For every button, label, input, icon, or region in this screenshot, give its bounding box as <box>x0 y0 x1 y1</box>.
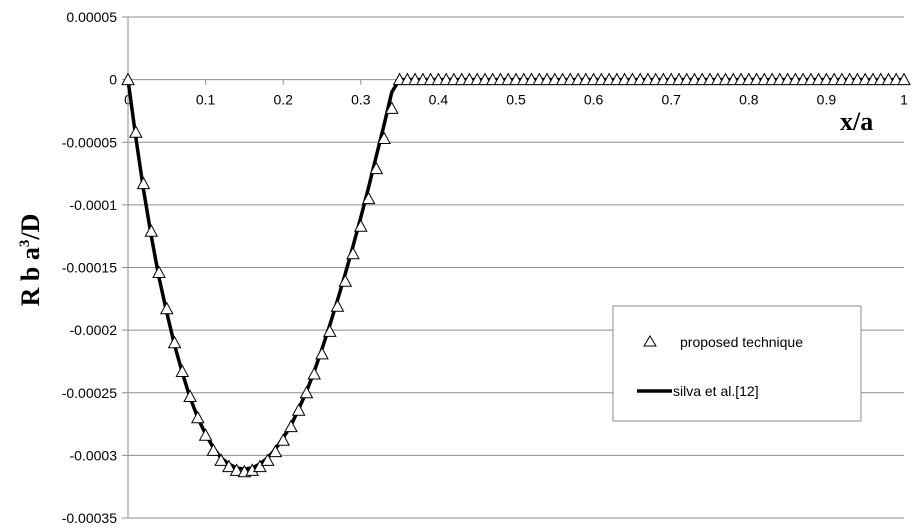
triangle-marker <box>330 299 345 312</box>
x-tick-label: 0.4 <box>429 92 449 108</box>
y-tick-label: -0.00025 <box>62 385 117 401</box>
triangle-marker <box>144 224 159 237</box>
triangle-marker <box>167 335 182 349</box>
x-tick-label: 0.6 <box>584 92 604 108</box>
x-tick-label: 1 <box>900 92 908 108</box>
triangle-marker <box>214 453 228 466</box>
triangle-marker <box>353 219 368 232</box>
legend-box <box>612 305 862 422</box>
y-axis-title: R b a3/D <box>16 214 45 307</box>
x-tick-label: 0.7 <box>661 92 681 108</box>
line-silva <box>126 77 904 471</box>
triangle-marker <box>253 459 267 473</box>
triangle-marker <box>276 433 291 446</box>
triangle-marker <box>346 246 360 260</box>
triangle-marker <box>229 463 244 476</box>
legend-triangle-marker <box>643 335 657 347</box>
y-axis-title-sup: 3 <box>17 240 33 248</box>
x-tick-label: 0.8 <box>739 92 759 108</box>
triangle-marker <box>338 274 353 287</box>
y-tick-label: -0.0001 <box>70 197 118 213</box>
x-tick-label: 0.1 <box>196 92 216 108</box>
triangle-marker <box>384 101 399 114</box>
x-tick-labels: 00.10.20.30.40.50.60.70.80.91 <box>124 92 908 108</box>
triangle-marker <box>361 191 376 205</box>
x-tick-label: 0.5 <box>506 92 526 108</box>
triangle-marker <box>260 453 275 466</box>
triangle-marker <box>222 459 236 473</box>
y-tick-label: -0.00035 <box>62 510 117 526</box>
triangle-marker <box>897 72 911 86</box>
triangle-marker <box>284 419 298 433</box>
y-tick-labels: 0.00005 0 -0.00005 -0.0001 -0.00015 -0.0002 -0… <box>62 9 117 526</box>
x-tick-label: 0.3 <box>351 92 371 108</box>
legend-label-silva: silva et al.[12] <box>673 383 759 399</box>
triangle-marker <box>152 265 166 278</box>
triangle-marker <box>159 301 174 315</box>
x-axis-title: x/a <box>840 107 873 136</box>
triangle-marker <box>121 72 135 86</box>
triangle-marker <box>183 389 197 402</box>
legend-label-proposed: proposed technique <box>680 334 803 350</box>
triangle-marker <box>268 444 283 458</box>
y-tick-label: 0 <box>109 72 117 88</box>
y-axis-title-tail: /D <box>16 214 45 241</box>
legend: proposed technique silva et al.[12] <box>612 305 862 422</box>
x-tick-label: 0.9 <box>817 92 837 108</box>
series-silva <box>126 77 904 471</box>
y-tick-label: -0.0002 <box>70 322 118 338</box>
y-axis-title-main: R b a <box>16 247 45 306</box>
y-tick-label: -0.0003 <box>70 447 118 463</box>
triangle-marker <box>315 346 329 360</box>
x-tick-label: 0.2 <box>273 92 293 108</box>
series-proposed-technique <box>121 72 911 478</box>
triangle-marker <box>291 403 306 416</box>
y-tick-label: 0.00005 <box>66 9 117 25</box>
triangle-marker <box>322 324 337 337</box>
triangle-marker <box>175 364 190 377</box>
triangle-marker <box>369 161 384 175</box>
y-tick-label: -0.00005 <box>62 134 117 150</box>
triangle-marker <box>299 385 314 399</box>
triangle-marker <box>377 131 391 144</box>
triangle-marker <box>206 443 221 456</box>
triangle-marker <box>190 410 205 424</box>
triangle-marker <box>136 176 151 190</box>
triangle-marker <box>128 125 143 138</box>
y-tick-label: -0.00015 <box>62 260 117 276</box>
triangle-marker <box>307 366 322 380</box>
triangle-marker <box>198 428 213 441</box>
